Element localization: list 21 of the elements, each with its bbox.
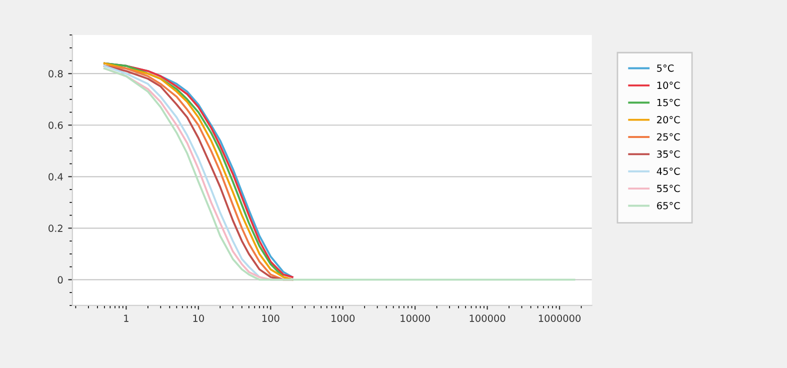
legend-label: 25°C: [657, 133, 680, 141]
y-tick-label: 0.6: [48, 122, 63, 129]
legend-label: 55°C: [657, 184, 680, 192]
x-tick-label: 10: [193, 314, 204, 322]
x-tick-label: 100: [262, 314, 280, 322]
legend-label: 5°C: [657, 64, 674, 72]
x-tick-label: 1000: [332, 314, 355, 322]
legend-label: 10°C: [657, 82, 680, 89]
y-tick-label: 0.4: [48, 173, 63, 180]
x-tick-label: 10000: [400, 314, 430, 322]
legend-label: 15°C: [657, 98, 680, 106]
x-tick-label: 100000: [470, 314, 506, 322]
legend-label: 45°C: [656, 168, 680, 175]
x-tick-label: 1000000: [538, 314, 581, 322]
x-tick-label: 1: [124, 314, 128, 322]
y-tick-label: 0.2: [48, 224, 62, 232]
legend-label: 20°C: [657, 116, 680, 124]
y-tick-label: 0.8: [48, 70, 63, 78]
legend-label: 35°C: [657, 150, 680, 158]
y-tick-label: 0: [58, 276, 63, 284]
legend-label: 65°C: [657, 202, 680, 210]
